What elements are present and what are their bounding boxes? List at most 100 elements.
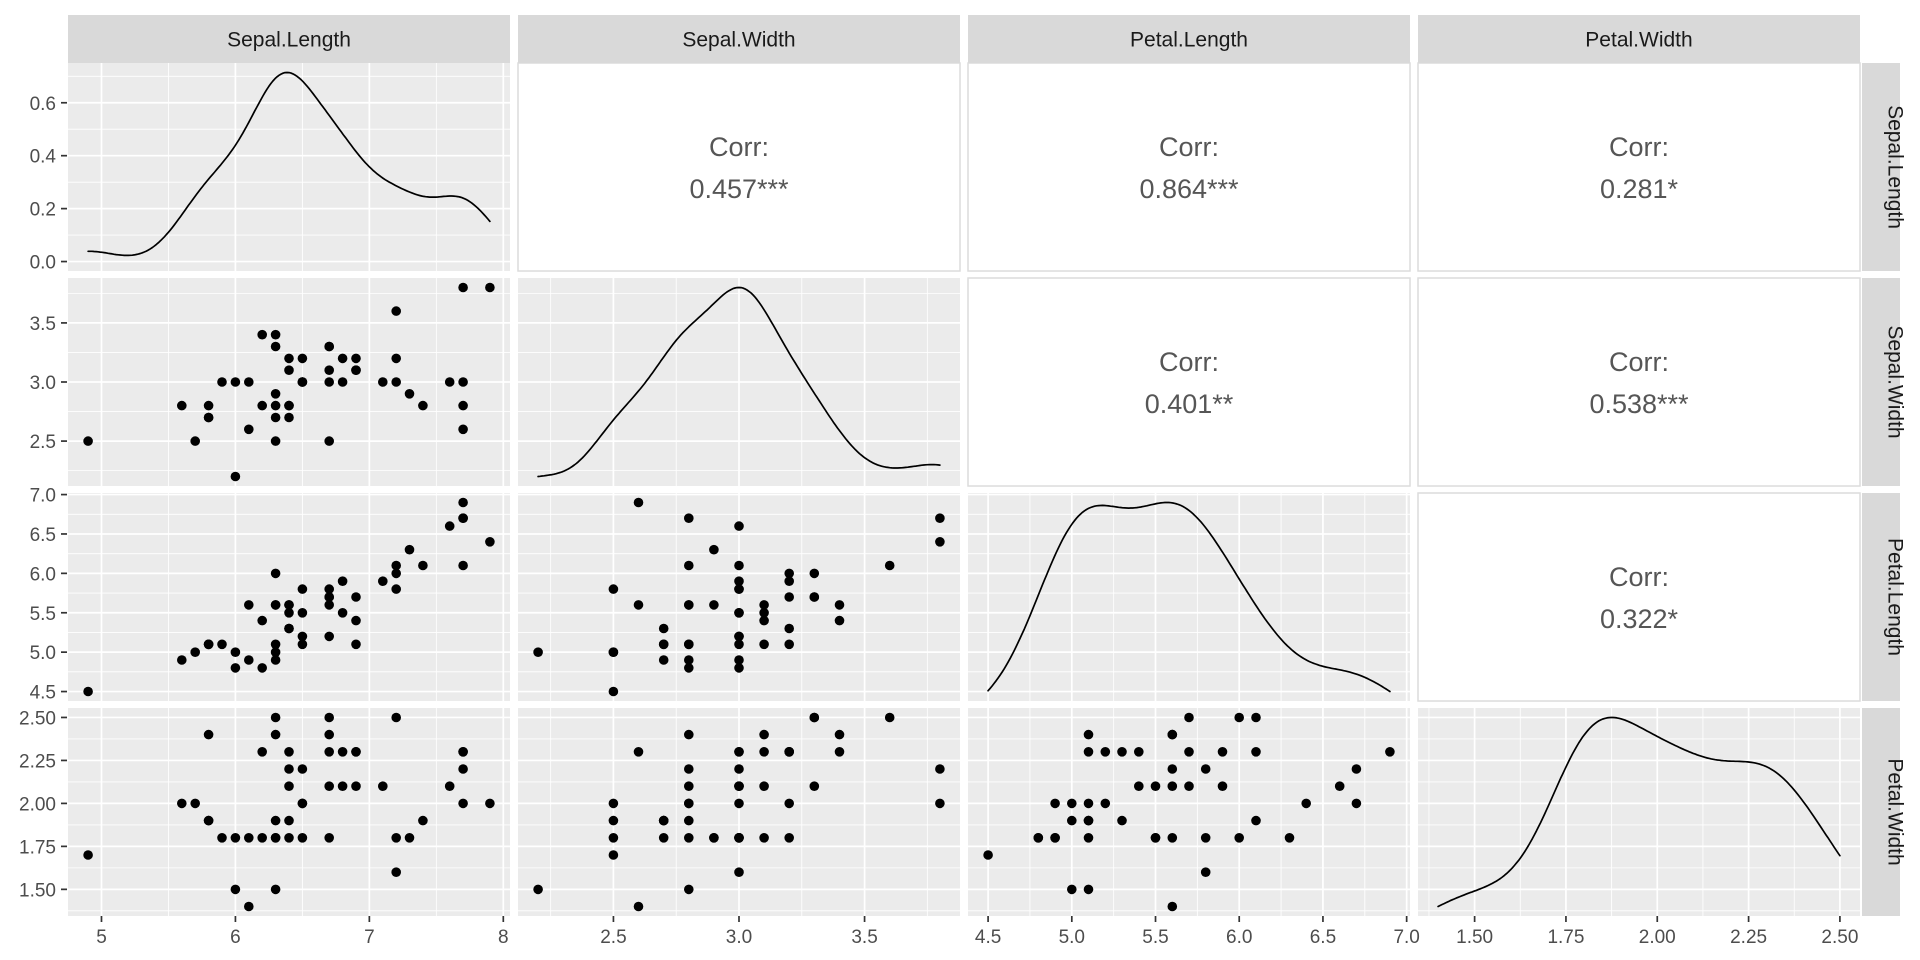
strip-label: Sepal.Width [682,29,795,52]
x-tick-label: 5 [96,927,107,948]
x-tick-label: 6.0 [1226,927,1252,948]
corr-value: 0.281* [1600,174,1679,204]
corr-value: 0.538*** [1589,389,1689,419]
corr-value: 0.401** [1145,389,1234,419]
x-tick-label: 2.00 [1639,927,1676,948]
y-tick-label: 2.50 [19,708,56,729]
panel-r3c3 [968,493,1410,701]
x-tick-label: 4.5 [975,927,1001,948]
panel-r1c1 [68,63,510,271]
y-tick-label: 6.5 [30,525,56,546]
x-tick-label: 1.50 [1456,927,1493,948]
x-axis-Sepal.Width: 2.5 3.0 3.5 [600,916,878,948]
density-curve-Petal.Width [1437,716,1841,908]
panel-r4c4 [1418,708,1860,916]
y-tick-label: 4.5 [30,683,56,704]
x-tick-label: 2.25 [1730,927,1767,948]
x-tick-label: 2.5 [600,927,626,948]
x-tick-label: 5.0 [1059,927,1085,948]
x-tick-label: 7 [364,927,375,948]
scatter-points-Sepal.Length-vs-Petal.Length [83,497,495,697]
panel-r4c1 [68,708,510,916]
y-axis-row1: 0.0 0.2 0.4 0.6 [30,94,67,274]
y-tick-label: 2.5 [30,432,56,453]
scatter-points-Sepal.Width-vs-Petal.Length [533,497,945,697]
y-tick-label: 0.2 [30,200,56,221]
corr-prefix: Corr: [1609,347,1669,377]
x-tick-label: 8 [498,927,509,948]
strip-label: Sepal.Width [1884,325,1907,438]
strip-label: Petal.Width [1884,758,1907,865]
y-tick-label: 1.75 [19,837,56,858]
y-axis-row2: 2.5 3.0 3.5 [30,314,67,453]
top-strip-Petal.Width: Petal.Width [1418,15,1860,63]
panel-r4c2 [518,708,960,916]
corr-prefix: Corr: [1159,132,1219,162]
scatter-points-Sepal.Length-vs-Sepal.Width [83,282,495,482]
y-tick-label: 6.0 [30,564,56,585]
x-tick-label: 1.75 [1547,927,1584,948]
panel-r4c3 [968,708,1410,916]
panel-r1c2: Corr: 0.457*** [517,62,961,272]
x-axis-Sepal.Length: 5 6 7 8 [96,916,509,948]
panel-r2c1 [68,278,510,486]
y-tick-label: 1.50 [19,880,56,901]
scatter-points-Petal.Length-vs-Petal.Width [983,712,1395,912]
strip-label: Petal.Length [1130,29,1248,52]
corr-prefix: Corr: [1159,347,1219,377]
top-strip-Petal.Length: Petal.Length [968,15,1410,63]
x-tick-label: 7.0 [1393,927,1419,948]
scatter-points-Sepal.Length-vs-Petal.Width [83,712,495,912]
y-tick-label: 5.0 [30,643,56,664]
density-curve-Sepal.Width [537,286,941,478]
y-axis-row3: 4.5 5.0 5.5 6.0 6.5 7.0 [30,486,67,704]
gridlines [68,493,510,701]
corr-prefix: Corr: [1609,562,1669,592]
panel-r3c4: Corr: 0.322* [1417,492,1861,702]
panel-r2c2 [518,278,960,486]
y-tick-label: 3.0 [30,373,56,394]
y-tick-label: 0.4 [30,147,57,168]
y-tick-label: 2.00 [19,794,56,815]
strip-label: Sepal.Length [227,29,351,52]
x-axis-Petal.Length: 4.5 5.0 5.5 6.0 6.5 7.0 [975,916,1420,948]
x-tick-label: 6 [230,927,241,948]
x-tick-label: 3.0 [726,927,752,948]
right-strip-Sepal.Width: Sepal.Width [1862,278,1907,486]
y-tick-label: 5.5 [30,604,56,625]
gridlines [518,708,960,916]
panel-r2c3: Corr: 0.401** [967,277,1411,487]
density-curve-Sepal.Length [87,71,491,257]
panel-r1c3: Corr: 0.864*** [967,62,1411,272]
y-tick-label: 0.0 [30,253,56,274]
y-tick-label: 2.25 [19,751,56,772]
x-tick-label: 5.5 [1142,927,1168,948]
right-strip-Sepal.Length: Sepal.Length [1862,63,1907,271]
y-tick-label: 3.5 [30,314,56,335]
strip-label: Petal.Width [1585,29,1692,52]
y-axis-row4: 1.50 1.75 2.00 2.25 2.50 [19,708,67,901]
x-tick-label: 2.50 [1821,927,1858,948]
x-tick-label: 3.5 [851,927,877,948]
corr-prefix: Corr: [1609,132,1669,162]
gridlines [518,278,960,486]
scatter-points-Sepal.Width-vs-Petal.Width [533,712,945,912]
corr-prefix: Corr: [709,132,769,162]
gridlines [1418,708,1860,916]
corr-value: 0.322* [1600,604,1679,634]
y-tick-label: 7.0 [30,486,56,507]
strip-label: Petal.Length [1884,538,1907,656]
y-tick-label: 0.6 [30,94,56,115]
x-tick-label: 6.5 [1310,927,1336,948]
panel-r1c4: Corr: 0.281* [1417,62,1861,272]
gridlines [68,63,510,271]
gridlines [68,278,510,486]
x-axis-Petal.Width: 1.50 1.75 2.00 2.25 2.50 [1456,916,1858,948]
strip-label: Sepal.Length [1884,105,1907,229]
top-strip-Sepal.Length: Sepal.Length [68,15,510,63]
panel-r3c1 [68,493,510,701]
density-curve-Petal.Length [987,501,1391,693]
panel-r2c4: Corr: 0.538*** [1417,277,1861,487]
